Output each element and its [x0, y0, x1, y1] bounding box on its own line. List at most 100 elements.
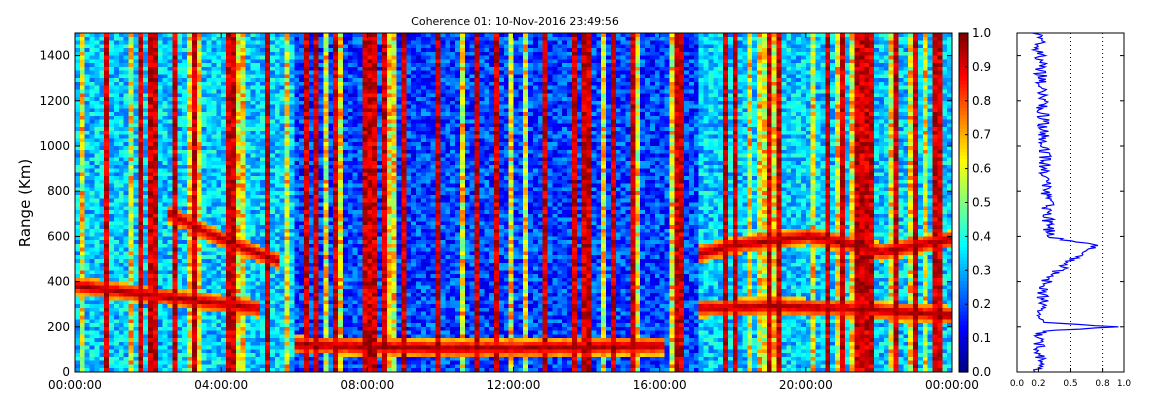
colorbar-segment	[959, 188, 968, 193]
colorbar-segment	[959, 344, 968, 349]
x-tick-label: 00:00:00	[925, 378, 979, 392]
colorbar-segment	[959, 283, 968, 288]
colorbar-segment	[959, 310, 968, 315]
colorbar-segment	[959, 124, 968, 129]
profile-grid	[1070, 33, 1104, 372]
colorbar-segment	[959, 233, 968, 237]
colorbar-segment	[959, 165, 968, 170]
profile-ticks: 0.0 0.2 0.5 0.8 1.0	[1010, 55, 1132, 389]
x-tick-label: 20:00:00	[779, 378, 833, 392]
colorbar-segment	[959, 205, 968, 210]
colorbar	[959, 33, 968, 373]
colorbar-segment	[959, 243, 968, 248]
colorbar-segment	[959, 361, 968, 366]
colorbar-segment	[959, 131, 968, 136]
colorbar-segment	[959, 358, 968, 363]
colorbar-segment	[959, 110, 968, 115]
heatmap	[75, 33, 952, 372]
colorbar-segment	[959, 100, 968, 105]
colorbar-segment	[959, 70, 968, 75]
y-tick-label: 1400	[39, 49, 70, 63]
colorbar-segment	[959, 314, 968, 319]
y-tick-label: 1000	[39, 139, 70, 153]
colorbar-segment	[959, 114, 968, 119]
colorbar-segment	[959, 297, 968, 302]
colorbar-segment	[959, 212, 968, 217]
colorbar-tick-label: 0.7	[972, 128, 991, 142]
colorbar-segment	[959, 60, 968, 65]
colorbar-segment	[959, 351, 968, 356]
colorbar-segment	[959, 171, 968, 176]
colorbar-tick-label: 0.1	[972, 331, 991, 345]
colorbar-segment	[959, 175, 968, 180]
colorbar-segment	[959, 341, 968, 346]
colorbar-segment	[959, 182, 968, 187]
colorbar-segment	[959, 239, 968, 244]
y-tick-label: 0	[62, 365, 70, 379]
colorbar-segment	[959, 161, 968, 166]
colorbar-segment	[959, 280, 968, 285]
x-tick-label: 16:00:00	[633, 378, 687, 392]
colorbar-segment	[959, 290, 968, 295]
y-tick-label: 1200	[39, 94, 70, 108]
colorbar-segment	[959, 121, 968, 126]
colorbar-segment	[959, 199, 968, 204]
colorbar-segment	[959, 253, 968, 258]
colorbar-segment	[959, 185, 968, 190]
colorbar-tick-label: 0.2	[972, 297, 991, 311]
colorbar-segment	[959, 219, 968, 224]
heatmap-image	[75, 33, 952, 372]
colorbar-segment	[959, 192, 968, 197]
colorbar-segment	[959, 355, 968, 360]
colorbar-segment	[959, 304, 968, 309]
colorbar-tick-label: 0.9	[972, 60, 991, 74]
colorbar-segment	[959, 270, 968, 275]
colorbar-segment	[959, 334, 968, 339]
profile-x-tick-label: 0.8	[1095, 379, 1110, 389]
x-tick-label: 08:00:00	[340, 378, 394, 392]
colorbar-segment	[959, 168, 968, 173]
profile-x-tick-label: 0.5	[1063, 379, 1077, 389]
colorbar-segment	[959, 321, 968, 326]
colorbar-segment	[959, 134, 968, 139]
colorbar-segment	[959, 249, 968, 254]
colorbar-segment	[959, 365, 968, 370]
colorbar-tick-label: 0.8	[972, 94, 991, 108]
profile-x-tick-label: 0.0	[1010, 379, 1025, 389]
colorbar-segment	[959, 317, 968, 322]
profile-x-tick-label: 1.0	[1117, 379, 1132, 389]
colorbar-segment	[959, 324, 968, 329]
colorbar-segment	[959, 158, 968, 163]
colorbar-tick-label: 0.6	[972, 162, 991, 176]
colorbar-segment	[959, 56, 968, 61]
colorbar-segment	[959, 216, 968, 221]
colorbar-segment	[959, 178, 968, 183]
colorbar-tick-label: 0.5	[972, 196, 991, 210]
colorbar-segment	[959, 77, 968, 82]
colorbar-segment	[959, 273, 968, 278]
chart-title: Coherence 01: 10-Nov-2016 23:49:56	[411, 15, 619, 28]
colorbar-segment	[959, 202, 968, 207]
colorbar-segment	[959, 104, 968, 109]
colorbar-segment	[959, 209, 968, 214]
colorbar-segment	[959, 277, 968, 282]
colorbar-segment	[959, 348, 968, 353]
colorbar-segment	[959, 141, 968, 146]
y-axis-label: Range (Km)	[16, 159, 34, 247]
y-tick-label: 600	[47, 229, 70, 243]
colorbar-segment	[959, 107, 968, 112]
colorbar-segment	[959, 87, 968, 92]
colorbar-segment	[959, 155, 968, 160]
colorbar-segment	[959, 246, 968, 251]
colorbar-segment	[959, 43, 968, 48]
colorbar-segment	[959, 368, 968, 373]
colorbar-segment	[959, 331, 968, 336]
colorbar-segment	[959, 33, 968, 37]
colorbar-segment	[959, 138, 968, 143]
profile-line	[1030, 32, 1119, 373]
colorbar-segment	[959, 49, 968, 54]
colorbar-segment	[959, 36, 968, 41]
y-axis-ticks: 0 200 400 600 800 1000 1200 1400	[39, 49, 952, 379]
x-tick-label: 00:00:00	[48, 378, 102, 392]
